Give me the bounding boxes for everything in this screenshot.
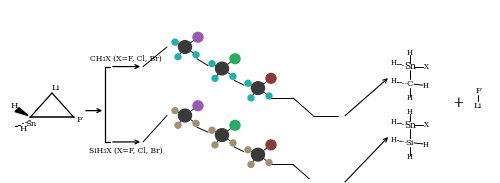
Text: H: H xyxy=(423,82,429,90)
Circle shape xyxy=(230,73,236,79)
Circle shape xyxy=(266,93,272,99)
Text: H: H xyxy=(391,118,397,126)
Text: Sn: Sn xyxy=(404,62,416,71)
Circle shape xyxy=(252,148,264,161)
Text: +: + xyxy=(452,96,464,110)
Circle shape xyxy=(245,147,251,153)
Circle shape xyxy=(248,95,254,101)
Circle shape xyxy=(178,109,192,122)
Circle shape xyxy=(230,54,240,64)
Text: H: H xyxy=(20,125,26,133)
Text: X: X xyxy=(424,121,428,129)
Text: Sn: Sn xyxy=(26,120,36,128)
Text: H: H xyxy=(407,153,413,161)
Circle shape xyxy=(175,122,181,128)
Circle shape xyxy=(193,120,199,126)
Circle shape xyxy=(266,160,272,165)
Circle shape xyxy=(266,140,276,150)
Circle shape xyxy=(252,82,264,94)
Circle shape xyxy=(230,140,236,146)
Circle shape xyxy=(212,142,218,148)
Circle shape xyxy=(193,32,203,42)
Text: H: H xyxy=(391,77,397,85)
Text: Li: Li xyxy=(474,102,482,110)
Circle shape xyxy=(175,54,181,60)
Circle shape xyxy=(230,120,240,130)
Circle shape xyxy=(209,127,215,133)
Text: Si: Si xyxy=(406,139,414,147)
Text: H: H xyxy=(10,102,18,110)
Text: F: F xyxy=(76,116,82,124)
Polygon shape xyxy=(15,108,28,115)
Circle shape xyxy=(245,80,251,86)
Text: H: H xyxy=(391,136,397,144)
Text: C: C xyxy=(407,80,413,88)
Circle shape xyxy=(209,61,215,67)
Text: H: H xyxy=(407,108,413,116)
Circle shape xyxy=(216,129,228,141)
Circle shape xyxy=(212,75,218,81)
Circle shape xyxy=(248,162,254,167)
Text: F: F xyxy=(475,87,481,95)
Text: Li: Li xyxy=(52,84,60,92)
Text: H: H xyxy=(391,59,397,67)
Circle shape xyxy=(172,39,178,45)
Text: CH₃X (X=F, Cl, Br): CH₃X (X=F, Cl, Br) xyxy=(90,55,162,63)
Circle shape xyxy=(172,108,178,114)
Circle shape xyxy=(178,41,192,53)
Circle shape xyxy=(266,73,276,83)
Text: X: X xyxy=(424,63,428,71)
Circle shape xyxy=(193,52,199,58)
Circle shape xyxy=(193,101,203,111)
Text: H: H xyxy=(407,49,413,57)
Text: H: H xyxy=(423,141,429,149)
Text: Sn: Sn xyxy=(404,121,416,130)
Circle shape xyxy=(216,62,228,75)
Text: H: H xyxy=(407,94,413,102)
Text: SiH₃X (X=F, Cl, Br): SiH₃X (X=F, Cl, Br) xyxy=(89,147,163,155)
